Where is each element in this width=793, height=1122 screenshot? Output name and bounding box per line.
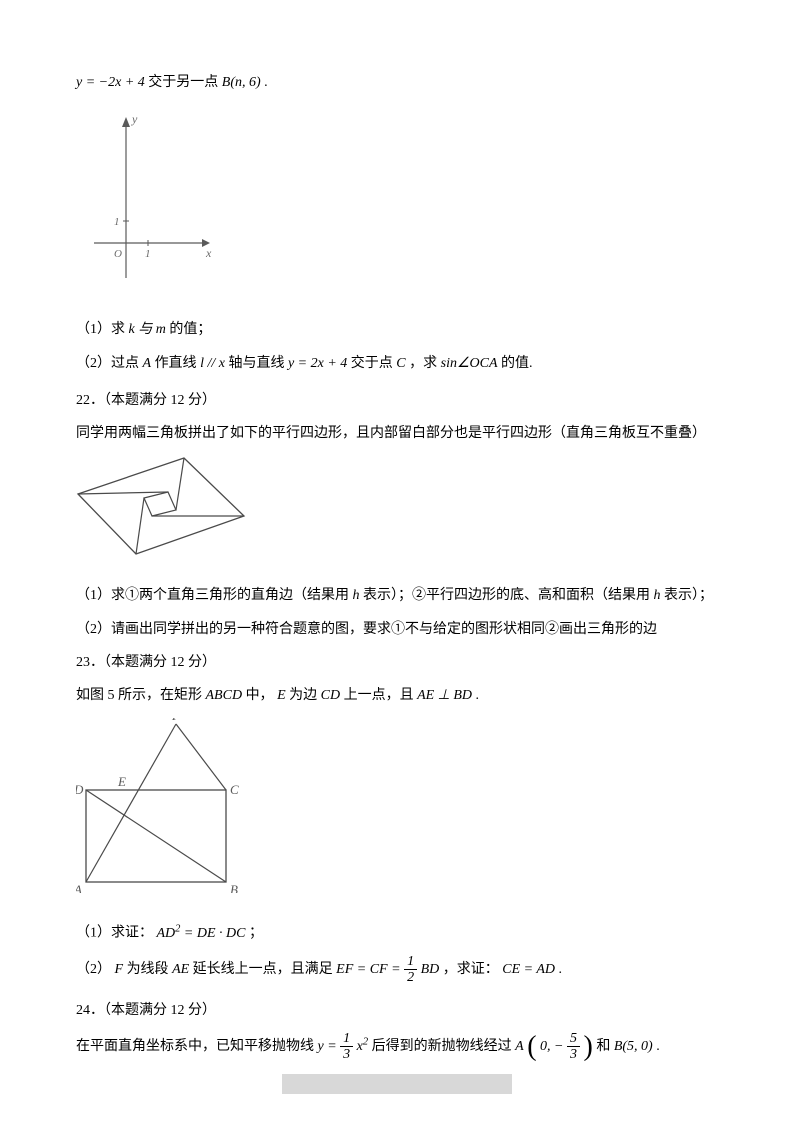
- q21-2-b: A: [143, 356, 152, 371]
- frac-num: 1: [340, 1031, 353, 1047]
- q21-2-d: l // x: [200, 356, 225, 371]
- q22-heading: 22．（本题满分 12 分）: [76, 388, 717, 413]
- q24-f: A: [515, 1039, 524, 1054]
- q22-1-a: （1）求①两个直角三角形的直角边（结果用: [76, 588, 353, 603]
- q23-t-e: 为边: [289, 688, 321, 703]
- coord-axes-diagram: 1 1 x y O: [76, 105, 717, 299]
- q23-heading: 23．（本题满分 12 分）: [76, 650, 717, 675]
- frac-den: 3: [567, 1047, 580, 1062]
- footer-bar: [0, 1074, 793, 1094]
- q21-2-a: （2）过点: [76, 356, 143, 371]
- frac-den: 3: [340, 1047, 353, 1062]
- frac-num: 5: [567, 1031, 580, 1047]
- svg-text:F: F: [171, 718, 181, 723]
- q23-part1: （1）求证： AD2 = DE · DC ；: [76, 920, 717, 946]
- q23-t-c: 中，: [246, 688, 274, 703]
- q23-2-e: 延长线上一点，且满足: [193, 962, 337, 977]
- q21-part2: （2）过点 A 作直线 l // x 轴与直线 y = 2x + 4 交于点 C…: [76, 351, 717, 376]
- q21-2-i: ，求: [409, 356, 441, 371]
- q22-1-b: h: [353, 588, 360, 603]
- q23-1-b: AD2 = DE · DC: [157, 926, 246, 941]
- q23-2-f: EF = CF =: [336, 962, 404, 977]
- q23-2-a: （2）: [76, 962, 111, 977]
- q22-1-e: 表示）；: [664, 588, 713, 603]
- q24-coord-0: 0, −: [540, 1039, 563, 1054]
- q22-1-d: h: [654, 588, 661, 603]
- q24-frac2: 53: [567, 1031, 580, 1063]
- q21-2-c: 作直线: [155, 356, 201, 371]
- svg-text:E: E: [117, 774, 126, 789]
- q23-t-a: 如图 5 所示，在矩形: [76, 688, 206, 703]
- q21-1-vars: k 与 m: [129, 322, 166, 337]
- q23-2-h: BD: [421, 962, 440, 977]
- q24-b: y =: [318, 1039, 341, 1054]
- svg-text:1: 1: [145, 248, 151, 260]
- q22-part2: （2）请画出同学拼出的另一种符合题意的图，要求①不与给定的图形状相同②画出三角形…: [76, 617, 717, 642]
- intro-line-eq: y = −2x + 4 交于另一点 B(n, 6) .: [76, 70, 717, 95]
- q23-1-d: ；: [249, 926, 263, 941]
- q23-2-b: F: [115, 962, 124, 977]
- eq-text2: 交于另一点: [148, 75, 222, 90]
- q22-text: 同学用两幅三角板拼出了如下的平行四边形，且内部留白部分也是平行四边形（直角三角板…: [76, 421, 717, 446]
- q23-2-d: AE: [172, 962, 189, 977]
- q23-part2: （2） F 为线段 AE 延长线上一点，且满足 EF = CF = 12 BD …: [76, 954, 717, 986]
- q21-1-a: （1）求: [76, 322, 129, 337]
- q23-t-g: 上一点，且: [344, 688, 418, 703]
- q21-2-f: y = 2x + 4: [288, 356, 347, 371]
- q24-i: B(5, 0): [614, 1039, 653, 1054]
- q21-2-k: 的值.: [501, 356, 533, 371]
- svg-text:y: y: [131, 112, 138, 126]
- q23-1-a: （1）求证：: [76, 926, 157, 941]
- svg-text:B: B: [230, 882, 238, 893]
- eq-point: B(n, 6): [222, 75, 261, 90]
- q24-x2: x2: [357, 1039, 368, 1054]
- q21-1-b: 的值；: [169, 322, 211, 337]
- q23-2-i: ，求证：: [443, 962, 499, 977]
- q23-t-d: E: [277, 688, 286, 703]
- svg-text:O: O: [114, 248, 122, 260]
- frac-den: 2: [404, 970, 417, 985]
- q24-frac1: 13: [340, 1031, 353, 1063]
- frac-num: 1: [404, 954, 417, 970]
- svg-text:C: C: [230, 782, 239, 797]
- exponent-2b: 2: [363, 1037, 368, 1048]
- q23-t-i: .: [476, 688, 480, 703]
- q21-2-e: 轴与直线: [228, 356, 288, 371]
- rparen-icon: ): [583, 1036, 592, 1058]
- q23-2-j: CE = AD: [502, 962, 555, 977]
- q24-text: 在平面直角坐标系中，已知平移抛物线 y = 13 x2 后得到的新抛物线经过 A…: [76, 1031, 717, 1063]
- q24-a: 在平面直角坐标系中，已知平移抛物线: [76, 1039, 318, 1054]
- svg-text:1: 1: [114, 216, 120, 228]
- q23-2-frac: 12: [404, 954, 417, 986]
- svg-text:x: x: [205, 246, 212, 260]
- q21-2-g: 交于点: [351, 356, 397, 371]
- q24-e: 后得到的新抛物线经过: [372, 1039, 516, 1054]
- q21-2-j: sin∠OCA: [441, 356, 498, 371]
- q24-h: 和: [596, 1039, 614, 1054]
- q22-part1: （1）求①两个直角三角形的直角边（结果用 h 表示）；②平行四边形的底、高和面积…: [76, 583, 717, 608]
- q23-2-k: .: [558, 962, 562, 977]
- parallelogram-diagram: [76, 456, 717, 565]
- rectangle-diagram: D C A B E F: [76, 718, 717, 902]
- q22-1-c: 表示）；②平行四边形的底、高和面积（结果用: [363, 588, 654, 603]
- q23-t-b: ABCD: [206, 688, 243, 703]
- eq-text: y = −2x + 4: [76, 75, 145, 90]
- eq-period: .: [264, 75, 268, 90]
- q23-text: 如图 5 所示，在矩形 ABCD 中， E 为边 CD 上一点，且 AE ⊥ B…: [76, 683, 717, 708]
- svg-text:D: D: [76, 782, 84, 797]
- q23-1-ad: AD: [157, 926, 176, 941]
- q21-2-h: C: [396, 356, 405, 371]
- svg-text:A: A: [76, 882, 82, 893]
- q24-heading: 24．（本题满分 12 分）: [76, 998, 717, 1023]
- q23-t-h: AE ⊥ BD: [417, 688, 472, 703]
- q21-part1: （1）求 k 与 m 的值；: [76, 317, 717, 342]
- q23-2-c: 为线段: [127, 962, 173, 977]
- q24-j: .: [656, 1039, 660, 1054]
- lparen-icon: (: [527, 1036, 536, 1058]
- q23-t-f: CD: [321, 688, 340, 703]
- q23-1-c: = DE · DC: [180, 926, 245, 941]
